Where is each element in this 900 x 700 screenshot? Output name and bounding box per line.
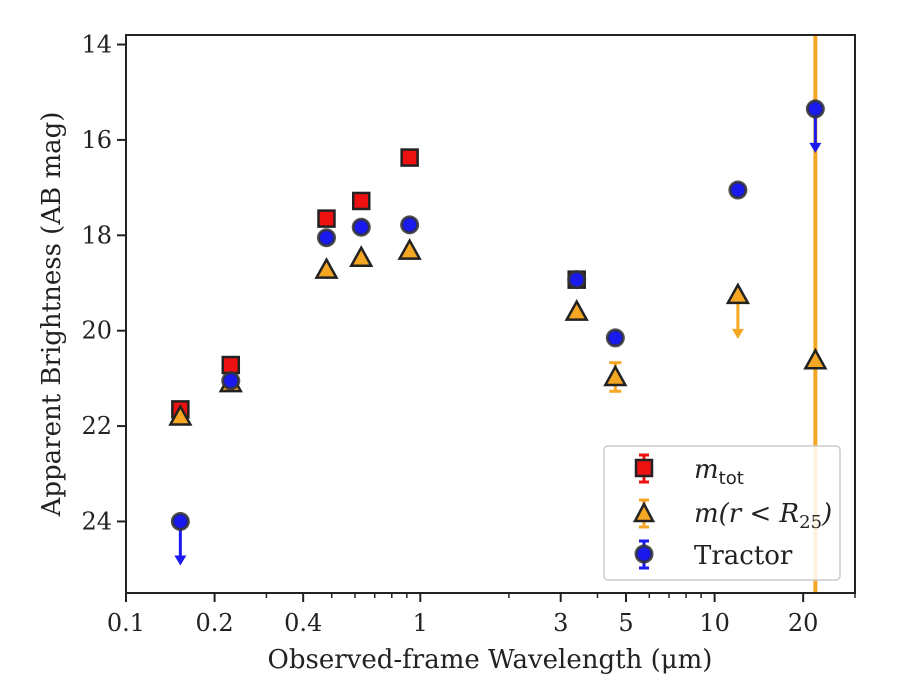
data-point-circle: [400, 215, 420, 235]
data-point-triangle: [803, 347, 828, 370]
series-circle: [170, 99, 825, 566]
legend-label-sub: 25: [799, 512, 822, 533]
y-tick-label: 24: [81, 507, 112, 535]
x-axis-title: Observed-frame Wavelength (μm): [268, 645, 713, 675]
data-point-triangle: [314, 257, 339, 279]
legend-entry-m-r25: m(r < R25): [632, 498, 832, 533]
x-tick-label: 3: [553, 609, 568, 637]
x-tick-label: 10: [699, 609, 730, 637]
data-point-circle: [805, 99, 825, 119]
legend-label-m-r25: m(r < R25): [694, 499, 832, 533]
x-tick-label: 0.4: [284, 609, 322, 637]
data-point-triangle: [564, 299, 589, 321]
legend-label-main: m(r < R: [694, 499, 799, 529]
ticks-layer: 0.1 0.2 0.4 1 3 5 10 20 14 16 18 20 22 24: [81, 31, 856, 637]
y-tick-label: 20: [81, 317, 112, 345]
data-point-circle: [170, 511, 190, 531]
marks-layer: [168, 99, 828, 566]
legend-box: [603, 445, 841, 581]
legend-label-sub: tot: [719, 468, 744, 489]
upper-limit-arrow-head: [174, 555, 187, 566]
y-axis-title: Apparent Brightness (AB mag): [37, 112, 67, 518]
data-point-circle: [221, 371, 241, 391]
x-tick-label: 1: [413, 609, 428, 637]
y-tick-label: 22: [81, 412, 112, 440]
upper-limit-arrow-head: [731, 328, 744, 339]
legend-triangle-marker: [632, 501, 656, 523]
data-point-square: [400, 148, 419, 167]
data-point-circle: [351, 217, 371, 237]
data-point-triangle: [168, 403, 193, 426]
data-point-triangle: [725, 282, 751, 305]
data-point-circle: [316, 228, 336, 248]
legend-label-tractor: Tractor: [694, 541, 793, 571]
data-point-circle: [567, 270, 587, 290]
legend: mtot m(r < R25) Tractor: [603, 445, 841, 581]
x-tick-label: 20: [788, 609, 819, 637]
y-tick-label: 14: [81, 31, 112, 59]
data-point-triangle: [397, 237, 422, 260]
data-point-circle: [605, 328, 625, 348]
plot-frame: [125, 34, 856, 594]
data-point-circle: [728, 180, 748, 200]
y-tick-label: 16: [81, 126, 112, 154]
x-tick-label: 5: [618, 609, 633, 637]
upper-limit-arrow-head: [809, 142, 822, 153]
legend-label-m-tot: mtot: [694, 455, 744, 489]
data-point-triangle: [349, 245, 374, 267]
series-triangle: [168, 237, 828, 426]
legend-entry-tractor: Tractor: [634, 539, 793, 571]
legend-label-after: ): [821, 499, 832, 529]
data-point-square: [317, 209, 336, 228]
data-point-triangle: [603, 364, 628, 387]
legend-entry-m-tot: mtot: [634, 453, 744, 489]
y-tick-label: 18: [81, 221, 112, 249]
legend-circle-marker: [634, 544, 654, 564]
legend-square-marker: [634, 458, 654, 478]
x-tick-label: 0.1: [107, 609, 145, 637]
legend-label-main: m: [694, 455, 719, 485]
data-point-square: [351, 191, 371, 211]
x-tick-label: 0.2: [196, 609, 234, 637]
